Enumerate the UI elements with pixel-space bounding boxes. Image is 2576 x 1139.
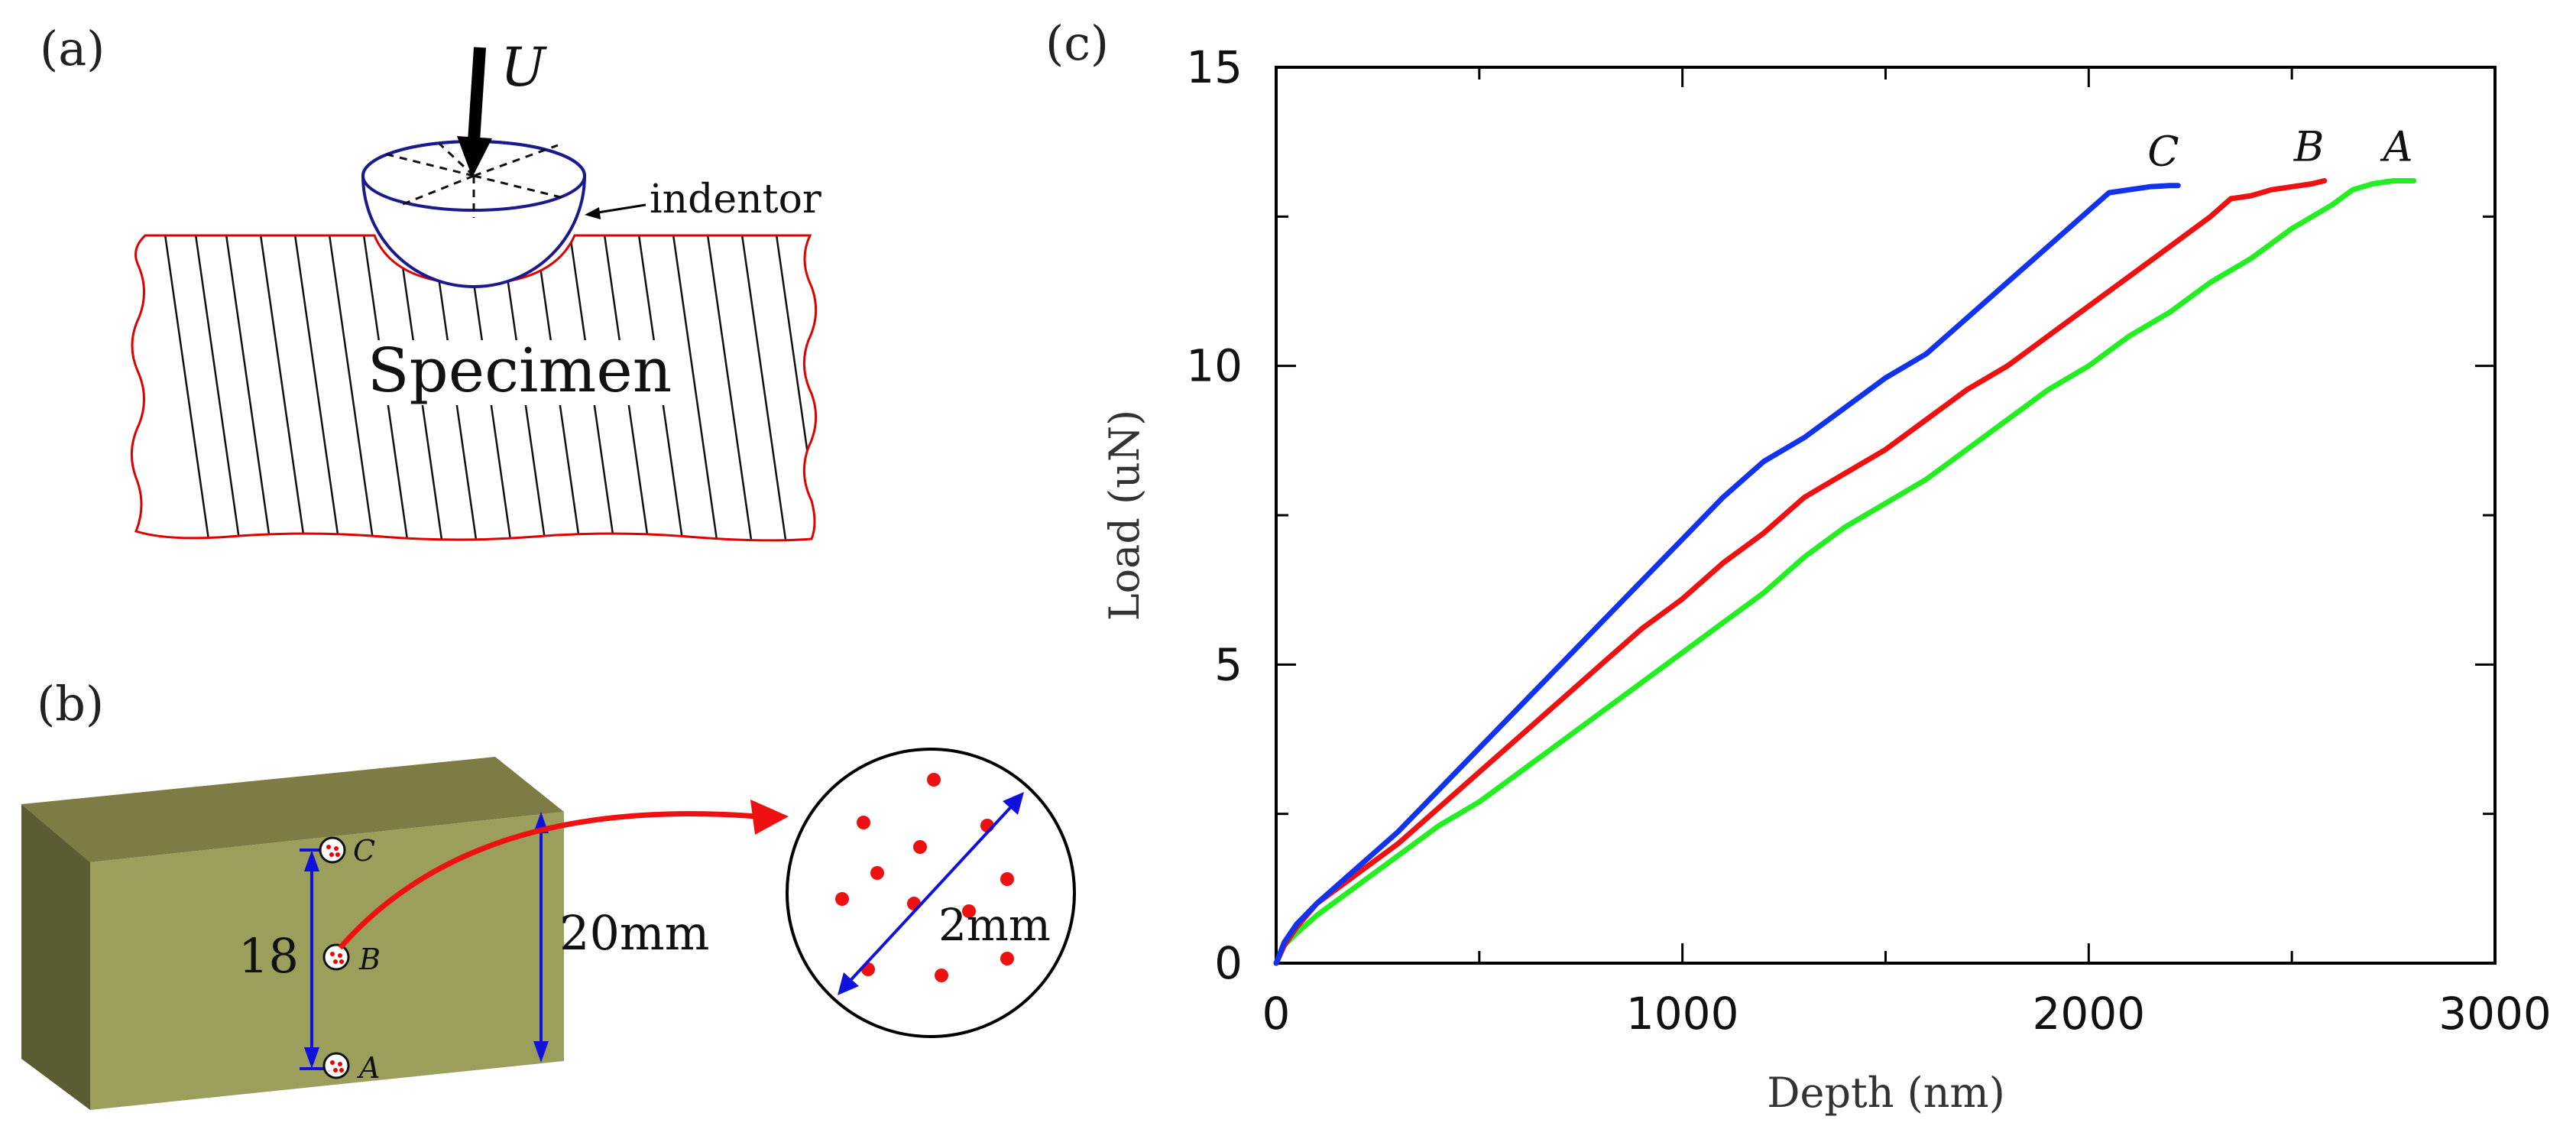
indentor-dashes	[380, 142, 568, 218]
panel-b-label: (b)	[37, 676, 104, 732]
force-symbol: U	[501, 36, 547, 99]
point-a-marker	[322, 1052, 350, 1079]
spacing-dimension	[300, 849, 329, 1070]
series-label-a: A	[2380, 122, 2413, 170]
series-label-c: C	[2147, 128, 2179, 176]
diameter-label: 2mm	[938, 899, 1051, 951]
panel-a-label: (a)	[40, 21, 105, 76]
zoom-circle: 2mm	[786, 748, 1076, 1038]
panel-c-label: (c)	[1045, 15, 1109, 71]
load-arrow	[457, 47, 492, 177]
series-line-c	[1273, 183, 2181, 966]
panel-a: (a)	[40, 21, 821, 542]
series-label-b: B	[2293, 122, 2325, 170]
x-tick-label: 0	[1262, 988, 1291, 1040]
series-line-b	[1273, 178, 2328, 966]
y-axis-label: Load (uN)	[1100, 410, 1149, 621]
spacing-label: 18	[238, 928, 299, 984]
point-a-label: A	[357, 1051, 380, 1085]
x-tick-label: 3000	[2438, 988, 2552, 1040]
point-b-label: B	[358, 943, 381, 976]
point-c-marker	[319, 836, 346, 864]
specimen-label-backing	[365, 340, 675, 405]
point-c-label: C	[353, 834, 375, 868]
y-tick-label: 15	[1186, 41, 1243, 93]
x-tick-label: 2000	[2033, 988, 2146, 1040]
zoom-arrow	[338, 800, 789, 950]
axis-ticks: 0 1000 2000 3000 0 5 10 15	[1186, 41, 2552, 1040]
series-line-a	[1273, 178, 2417, 966]
plot-frame	[1275, 66, 2497, 965]
specimen-outline	[130, 234, 818, 542]
height-label: 20mm	[559, 905, 709, 961]
indentor-label: indentor	[650, 177, 821, 222]
y-tick-label: 5	[1214, 638, 1243, 690]
diameter-arrow	[838, 792, 1024, 995]
indentor-pointer	[585, 203, 646, 219]
series-layer: A B C	[1273, 122, 2417, 966]
load-depth-chart: 0 1000 2000 3000 0 5 10 15 A B C Depth (nm) Load …	[1100, 41, 2552, 1117]
y-tick-label: 10	[1186, 340, 1243, 392]
panel-b: (b) 18 20mm C	[21, 676, 1076, 1110]
specimen-label: Specimen	[368, 335, 672, 406]
x-tick-label: 1000	[1626, 988, 1739, 1040]
block-top-face	[21, 757, 564, 862]
specimen: Specimen	[130, 234, 818, 542]
block-left-face	[21, 804, 90, 1110]
point-b-marker	[322, 943, 350, 971]
y-tick-label: 0	[1214, 937, 1243, 989]
x-axis-label: Depth (nm)	[1767, 1069, 2005, 1117]
